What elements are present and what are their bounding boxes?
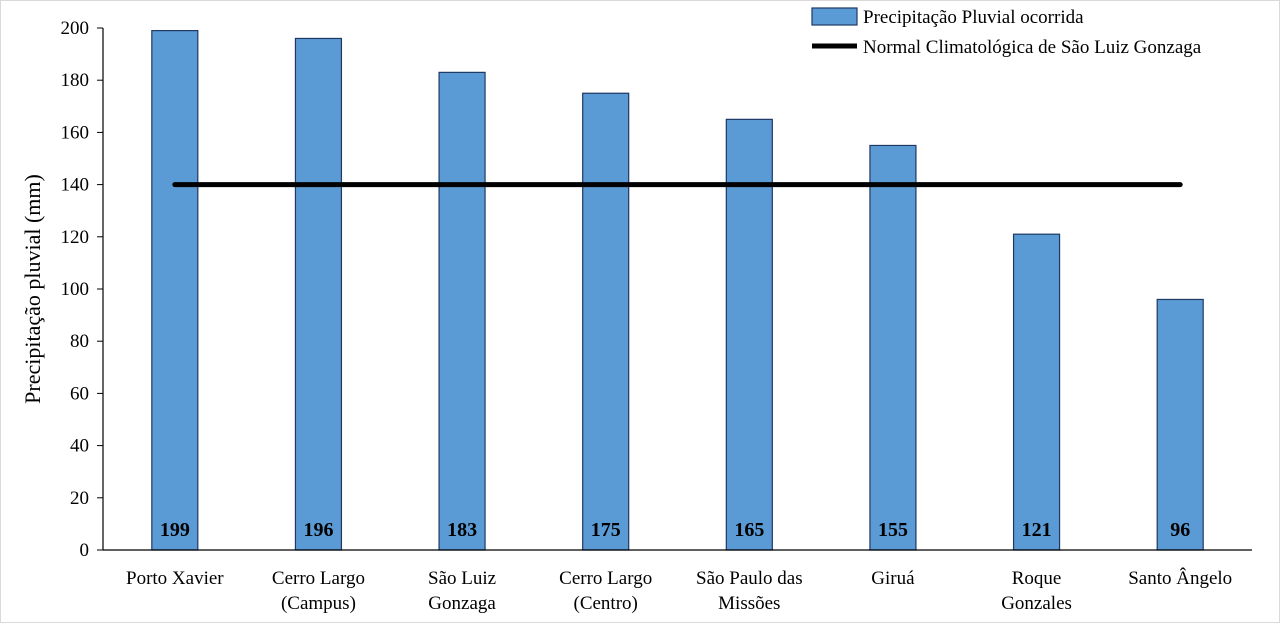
legend: Precipitação Pluvial ocorrida Normal Cli…: [811, 7, 1202, 58]
bar: [725, 118, 773, 551]
legend-line-label: Normal Climatológica de São Luiz Gonzaga: [863, 37, 1202, 58]
data-label: 96: [1170, 519, 1190, 541]
x-tick-label: Giruá: [871, 568, 915, 589]
data-label: 155: [878, 519, 908, 541]
y-tick-label: 20: [70, 488, 89, 509]
x-labels-group: Porto Xavier Cerro Largo (Campus) São Luiz G…: [126, 567, 1232, 614]
bar: [1012, 233, 1061, 551]
y-axis-title-group: Precipitação pluvial (mm): [20, 174, 45, 404]
y-tick-label: 0: [80, 540, 90, 561]
y-ticks-group: 0 20 40 60 80 100 120 140 160 180 200: [61, 18, 103, 561]
bar: [1156, 298, 1204, 551]
data-label: 175: [591, 519, 621, 541]
y-tick-label: 60: [70, 383, 89, 404]
y-axis-title: Precipitação pluvial (mm): [20, 174, 45, 404]
y-tick-label: 120: [61, 227, 90, 248]
bar: [438, 71, 486, 551]
legend-bar-swatch: [811, 7, 858, 26]
x-tick-label: Cerro Largo (Campus): [272, 568, 365, 614]
bar: [294, 37, 343, 551]
bar: [582, 92, 630, 551]
data-label: 121: [1022, 519, 1052, 541]
y-tick-label: 200: [61, 18, 90, 39]
data-label: 199: [160, 519, 190, 541]
x-tick-label: Porto Xavier: [126, 568, 224, 589]
y-tick-label: 180: [61, 70, 90, 91]
y-tick-label: 140: [61, 175, 90, 196]
y-tick-label: 80: [70, 331, 89, 352]
data-label: 165: [734, 519, 764, 541]
data-labels-group: 199 196 183 175 165 155 121 96: [160, 519, 1190, 541]
x-tick-label: Cerro Largo (Centro): [559, 568, 652, 614]
bars-group: [151, 30, 1204, 551]
legend-bar-label: Precipitação Pluvial ocorrida: [863, 7, 1084, 28]
x-tick-label: Roque Gonzales: [1001, 568, 1072, 614]
bar: [151, 30, 199, 551]
data-label: 196: [303, 519, 333, 541]
x-tick-label: Santo Ângelo: [1128, 567, 1232, 589]
x-tick-label: São Luiz Gonzaga: [428, 568, 496, 614]
y-tick-label: 160: [61, 122, 90, 143]
y-tick-label: 40: [70, 436, 89, 457]
y-tick-label: 100: [61, 279, 90, 300]
data-label: 183: [447, 519, 477, 541]
bar: [869, 144, 917, 551]
x-tick-label: São Paulo das Missões: [696, 568, 803, 614]
